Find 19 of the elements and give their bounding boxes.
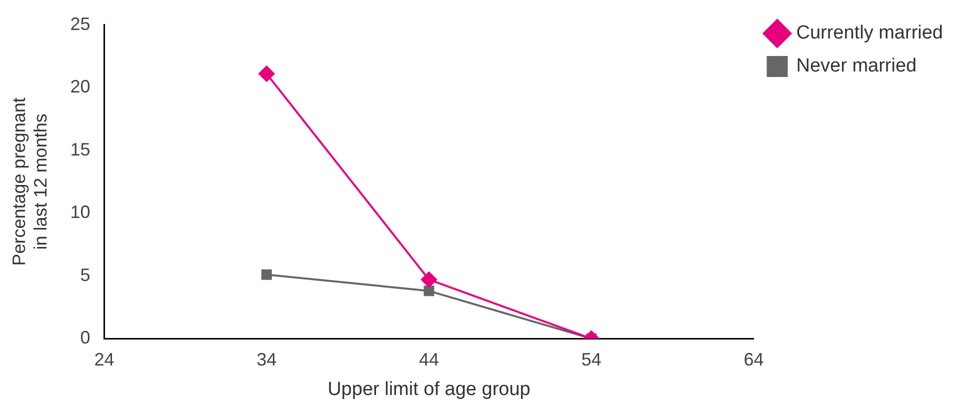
x-tick-label: 24	[94, 349, 114, 370]
x-tick-label: 54	[581, 349, 602, 370]
x-tick-label: 44	[418, 349, 439, 370]
y-tick-label: 0	[80, 328, 90, 348]
y-tick-label: 5	[80, 264, 90, 285]
x-tick-label: 64	[744, 349, 764, 370]
x-axis-title: Upper limit of age group	[328, 378, 530, 400]
y-axis-title: Percentage pregnant in last 12 months	[8, 98, 50, 266]
point	[420, 272, 437, 288]
point	[261, 269, 272, 280]
legend-label: Currently married	[796, 22, 944, 44]
y-tick-label: 25	[70, 14, 90, 34]
y-tick-label: 20	[70, 76, 90, 97]
y-tick-label: 15	[70, 139, 90, 160]
point	[424, 286, 434, 296]
legend-label: Never married	[796, 56, 917, 77]
y-tick-label: 10	[70, 202, 90, 222]
point	[258, 66, 275, 82]
x-tick-label: 34	[256, 349, 277, 370]
